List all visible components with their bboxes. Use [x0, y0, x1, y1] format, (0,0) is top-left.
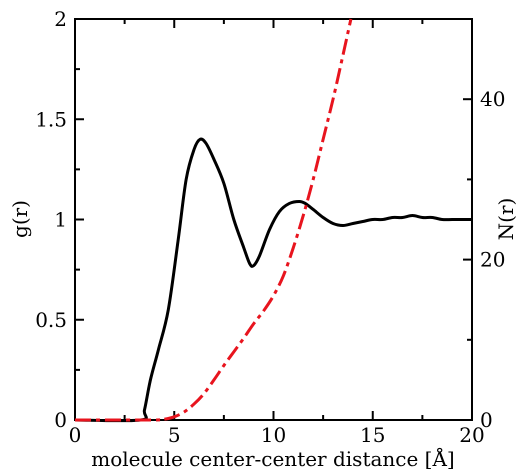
y-axis-label: g(r): [8, 200, 32, 238]
y-tick-label: 2: [54, 7, 67, 31]
y2-axis-label: N(r): [494, 198, 518, 241]
x-tick-label: 20: [459, 423, 484, 447]
x-tick-label: 5: [168, 423, 181, 447]
x-tick-label: 10: [261, 423, 286, 447]
y-tick-label: 0: [54, 408, 67, 432]
y-tick-label: 1: [54, 208, 67, 232]
x-tick-label: 0: [69, 423, 82, 447]
y-tick-label: 1.5: [35, 107, 67, 131]
series-layer: [74, 18, 472, 423]
y-tick-label: 0.5: [35, 308, 67, 332]
x-tick-label: 15: [360, 423, 385, 447]
x-axis-label: molecule center-center distance [Å]: [91, 446, 454, 470]
series-gr-line: [74, 137, 472, 423]
series-nr-line: [74, 18, 353, 422]
y2-tick-label: 40: [480, 87, 505, 111]
y2-tick-label: 20: [480, 248, 505, 272]
y2-tick-label: 0: [480, 408, 493, 432]
